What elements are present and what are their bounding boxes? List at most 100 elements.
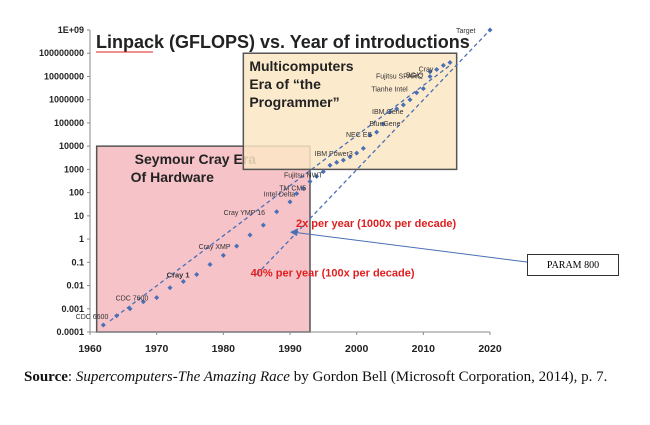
caption-title: Supercomputers-The Amazing Race <box>75 369 290 385</box>
trend-point <box>347 154 353 160</box>
y-tick-label: 1E+09 <box>58 25 84 35</box>
era-box-0 <box>95 145 311 333</box>
trend-label-1: 2x per year (1000x per decade) <box>296 218 457 230</box>
caption-rest: by Gordon Bell (Microsoft Corporation, 2… <box>289 369 608 385</box>
trend-line-0 <box>109 64 451 322</box>
y-tick-label: 100 <box>69 188 84 198</box>
era-label-1-0: Multicomputers <box>249 58 353 74</box>
y-tick-label: 1000000 <box>49 95 84 105</box>
trend-point <box>374 129 380 135</box>
trend-point <box>360 145 366 151</box>
trend-point <box>334 159 340 165</box>
x-tick-label: 1980 <box>212 343 236 355</box>
machine-point <box>387 109 393 115</box>
trend-point <box>140 299 146 305</box>
chart-title: Linpack (GFLOPS) vs. Year of introductio… <box>96 32 470 52</box>
machine-label: Fujitsu SPARC <box>376 73 422 80</box>
annotation-arrow-line <box>292 231 528 263</box>
x-tick-label: 2010 <box>412 343 436 355</box>
machine-label: Target <box>456 28 476 35</box>
trend-point <box>407 97 413 103</box>
machine-point <box>427 69 433 75</box>
trend-point <box>127 306 133 312</box>
y-tick-label: 0.1 <box>71 257 84 267</box>
machine-point <box>420 86 426 92</box>
x-tick-label: 2020 <box>478 343 502 355</box>
machine-label: TM CM5 <box>279 186 306 193</box>
y-tick-label: 100000000 <box>39 48 84 58</box>
trend-point <box>180 278 186 284</box>
machine-point <box>354 150 360 156</box>
y-tick-label: 10000000 <box>44 71 84 81</box>
machine-point <box>234 243 240 249</box>
machine-label: Tianhe Intel <box>371 87 408 94</box>
trend-point <box>440 62 446 68</box>
era-box-1 <box>242 52 458 171</box>
trend-point <box>247 232 253 238</box>
machine-point <box>380 121 386 127</box>
trend-point <box>314 173 320 179</box>
trend-point <box>327 162 333 168</box>
era-label-0-1: Of Hardware <box>131 169 214 185</box>
x-tick-label: 2000 <box>345 343 369 355</box>
machine-point <box>427 73 433 79</box>
x-tick-label: 1970 <box>145 343 169 355</box>
machine-point <box>487 27 493 33</box>
machine-label: IBM Power3 <box>315 151 353 158</box>
chart: Seymour Cray Era Of Hardware Multicomputer… <box>39 25 528 355</box>
machine-label: Fujitsu NWT <box>284 173 323 180</box>
y-tick-label: 0.01 <box>66 281 84 291</box>
trend-point <box>167 285 173 291</box>
era-label-1-2: Programmer” <box>249 94 339 110</box>
machine-label: Cray YMP 16 <box>224 210 265 217</box>
trend-point <box>287 199 293 205</box>
y-tick-label: 1 <box>79 234 84 244</box>
trend-point <box>220 252 226 258</box>
annotation-label: PARAM 800 <box>546 259 600 271</box>
y-tick-label: 0.001 <box>61 304 84 314</box>
machine-point <box>307 179 313 185</box>
y-tick-label: 100000 <box>54 118 84 128</box>
machine-label: BlueGene <box>369 121 400 128</box>
machine-point <box>367 132 373 138</box>
trend-point <box>340 157 346 163</box>
y-tick-label: 1000 <box>64 164 84 174</box>
machine-label: NEC ES <box>346 132 372 139</box>
machine-point <box>294 191 300 197</box>
machine-label: Cray XMP <box>199 244 231 251</box>
x-tick-label: 1960 <box>78 343 102 355</box>
machine-label: BG/Q <box>406 73 424 80</box>
machine-label: Cray <box>419 66 434 73</box>
annotation-arrowhead <box>290 228 298 237</box>
caption-source-label: Source <box>24 369 68 385</box>
machine-point <box>434 66 440 72</box>
machine-label: Cray 1 <box>167 270 190 279</box>
trend-point <box>400 102 406 108</box>
annotation-callout-box: PARAM 800 <box>527 254 619 276</box>
trend-point <box>447 59 453 65</box>
trend-point <box>260 222 266 228</box>
machine-label: IBM Gene <box>372 109 404 116</box>
trend-point <box>320 169 326 175</box>
era-label-1-1: Era of “the <box>249 76 321 92</box>
machine-point <box>300 186 306 192</box>
y-tick-label: 10 <box>74 211 84 221</box>
machine-point <box>114 313 120 319</box>
machine-label: Intel Delta <box>264 192 296 199</box>
machine-point <box>274 209 280 215</box>
machine-label: CDC 6600 <box>76 314 109 321</box>
trend-label-0: 40% per year (100x per decade) <box>251 268 415 280</box>
trend-point <box>394 106 400 112</box>
y-tick-label: 0.0001 <box>56 327 84 337</box>
figure-caption: Source: Supercomputers-The Amazing Race … <box>24 368 634 387</box>
machine-point <box>194 271 200 277</box>
trend-point <box>414 90 420 96</box>
trend-point <box>207 262 213 268</box>
era-label-0-0: Seymour Cray Era <box>135 151 257 167</box>
trend-point <box>100 322 106 328</box>
x-tick-label: 1990 <box>278 343 302 355</box>
machine-label: CDC 7600 <box>116 296 149 303</box>
caption-sep: : <box>67 369 76 385</box>
machine-point <box>154 295 160 301</box>
y-tick-label: 10000 <box>59 141 84 151</box>
